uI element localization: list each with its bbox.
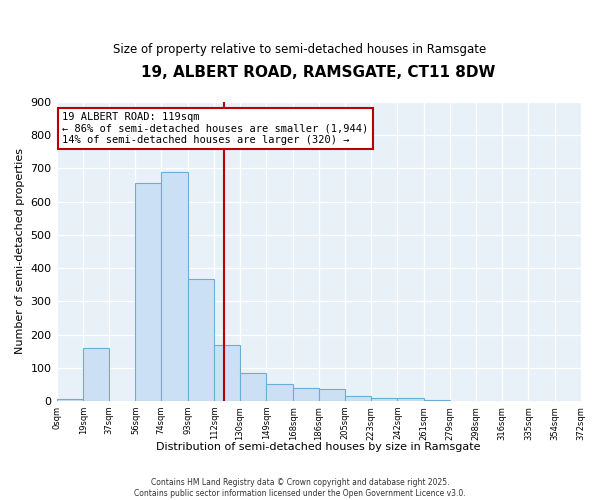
- Text: Contains HM Land Registry data © Crown copyright and database right 2025.
Contai: Contains HM Land Registry data © Crown c…: [134, 478, 466, 498]
- Bar: [266, 384, 293, 401]
- Bar: [56, 400, 83, 401]
- Text: 19 ALBERT ROAD: 119sqm
← 86% of semi-detached houses are smaller (1,944)
14% of : 19 ALBERT ROAD: 119sqm ← 86% of semi-det…: [62, 112, 368, 145]
- Text: Size of property relative to semi-detached houses in Ramsgate: Size of property relative to semi-detach…: [113, 42, 487, 56]
- Bar: [371, 398, 397, 401]
- Bar: [345, 396, 371, 401]
- Bar: [293, 388, 319, 401]
- Bar: [83, 348, 109, 401]
- X-axis label: Distribution of semi-detached houses by size in Ramsgate: Distribution of semi-detached houses by …: [156, 442, 481, 452]
- Bar: [188, 279, 214, 401]
- Bar: [161, 172, 188, 401]
- Y-axis label: Number of semi-detached properties: Number of semi-detached properties: [15, 148, 25, 354]
- Bar: [239, 372, 266, 401]
- Bar: [214, 344, 239, 401]
- Bar: [319, 390, 345, 401]
- Bar: [424, 400, 449, 401]
- Bar: [397, 398, 424, 401]
- Title: 19, ALBERT ROAD, RAMSGATE, CT11 8DW: 19, ALBERT ROAD, RAMSGATE, CT11 8DW: [142, 65, 496, 80]
- Bar: [136, 184, 161, 401]
